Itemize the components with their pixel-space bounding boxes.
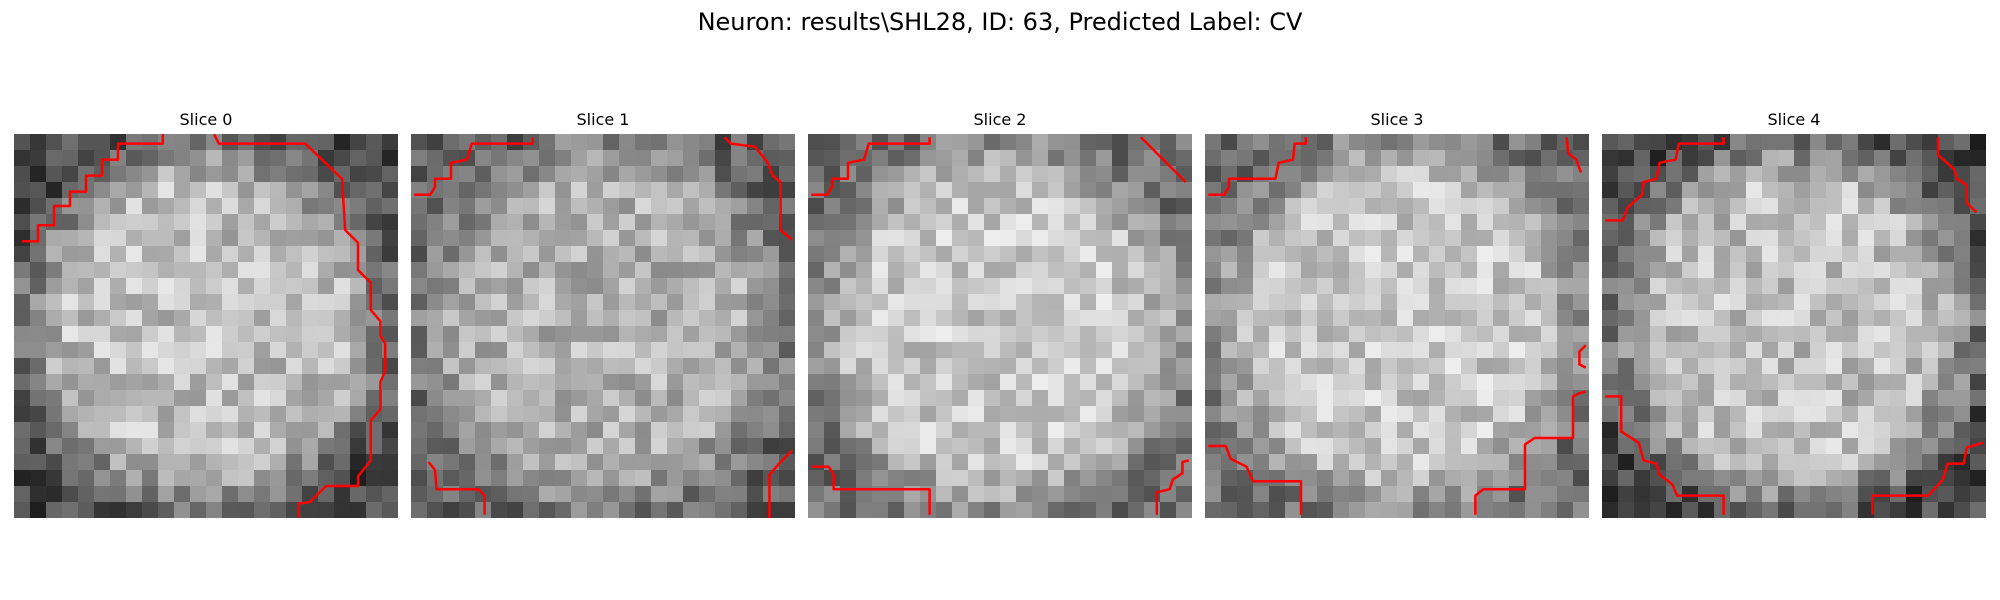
pixel-grid (1602, 134, 1986, 518)
contour-line (1208, 137, 1308, 197)
slice-image-2 (808, 134, 1192, 518)
contour-line (1474, 390, 1587, 515)
slice-panel-4: Slice 4 (1602, 108, 1986, 518)
slice-title-2: Slice 2 (973, 110, 1027, 129)
slice-title-4: Slice 4 (1767, 110, 1821, 129)
contour-line (1936, 137, 1978, 214)
slice-panel-0: Slice 0 (14, 108, 398, 518)
slice-image-1 (411, 134, 795, 518)
contour-line (723, 136, 793, 241)
pixel-grid (14, 134, 398, 518)
contour-line (1605, 137, 1725, 222)
contour-line (768, 449, 793, 518)
contour-line (427, 461, 486, 515)
contour-line (414, 137, 534, 197)
contour-line (1565, 137, 1583, 173)
slice-image-0 (14, 134, 398, 518)
pixel-grid (808, 134, 1192, 518)
pixel-grid (1205, 134, 1589, 518)
contour-line (212, 134, 387, 518)
slice-image-4 (1602, 134, 1986, 518)
slice-title-0: Slice 0 (179, 110, 233, 129)
slice-panel-3: Slice 3 (1205, 108, 1589, 518)
slice-title-3: Slice 3 (1370, 110, 1424, 129)
pixel-grid (411, 134, 795, 518)
figure-title: Neuron: results\SHL28, ID: 63, Predicted… (697, 8, 1303, 36)
contour-line (1208, 444, 1303, 515)
contour-line (22, 134, 165, 243)
contour-line (811, 465, 931, 515)
contour-line (1155, 459, 1190, 515)
contour-line (1605, 395, 1725, 515)
slice-title-1: Slice 1 (576, 110, 630, 129)
slice-panel-1: Slice 1 (411, 108, 795, 518)
slice-panel-2: Slice 2 (808, 108, 1192, 518)
contour-line (1578, 344, 1587, 369)
contour-line (1871, 441, 1984, 515)
slice-image-3 (1205, 134, 1589, 518)
contour-line (1139, 136, 1187, 183)
contour-line (811, 137, 931, 197)
